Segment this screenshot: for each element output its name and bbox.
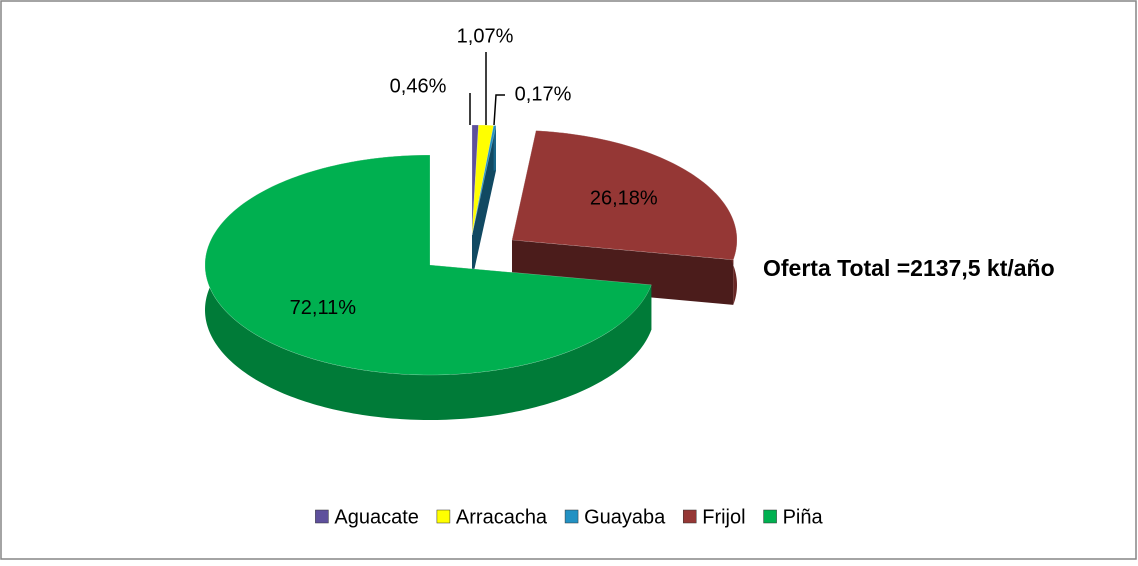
- slice: [471, 125, 497, 236]
- slice: [204, 154, 652, 376]
- legend-swatch: [564, 509, 579, 524]
- data-label: 0,46%: [390, 75, 447, 97]
- data-label: 72,11%: [290, 297, 357, 319]
- data-label: 26,18%: [590, 187, 658, 209]
- data-label: 0,17%: [515, 83, 572, 105]
- legend-swatch: [436, 509, 451, 524]
- leader-line: [493, 94, 505, 126]
- legend-label: Guayaba: [584, 506, 666, 528]
- legend-swatch: [682, 509, 697, 524]
- data-label: 1,07%: [457, 25, 514, 47]
- legend-label: Piña: [783, 506, 824, 528]
- slice-wall: [493, 125, 496, 171]
- legend-label: Frijol: [702, 506, 745, 528]
- annotation: Oferta Total =2137,5 kt/año: [763, 255, 1055, 281]
- slice: [511, 130, 738, 261]
- slice-side: [472, 125, 496, 280]
- legend-swatch: [763, 509, 777, 524]
- legend-label: Arracacha: [456, 506, 548, 528]
- legend-swatch: [315, 509, 329, 524]
- legend-label: Aguacate: [334, 506, 419, 528]
